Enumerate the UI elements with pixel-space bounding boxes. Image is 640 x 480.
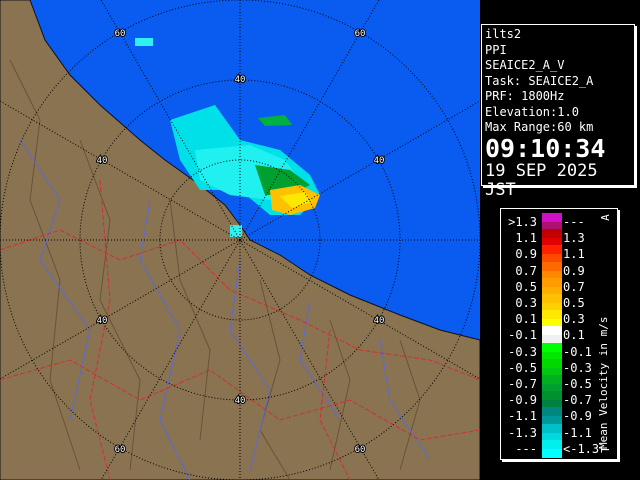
legend-row: -0.3 -0.1 [501, 342, 617, 361]
legend-high-label: 0.9 [563, 263, 585, 278]
legend-low-label: -1.1 [508, 409, 537, 424]
color-swatch [542, 213, 562, 231]
task-name: Task: SEAICE2_A [485, 73, 594, 88]
legend-high-label: 1.1 [563, 247, 585, 262]
legend-low-label: -0.5 [508, 360, 537, 375]
scan-date: 19 SEP 2025 JST [485, 160, 598, 200]
legend-high-label: -0.3 [563, 360, 592, 375]
legend-top-mark: A [598, 214, 612, 221]
legend-row: -1.3 -1.1 [501, 423, 617, 442]
range-label: 60 [355, 29, 366, 39]
legend-low-label: -0.7 [508, 377, 537, 391]
legend-high-label: -1.1 [563, 425, 592, 440]
legend-row: >1.3 --- [501, 213, 617, 231]
color-swatch [542, 439, 562, 458]
color-swatch [542, 294, 562, 312]
legend-high-label: <-1.3 [563, 441, 600, 456]
legend-row: --- <-1.3 [501, 439, 617, 458]
color-swatch [542, 391, 562, 410]
color-swatch [542, 245, 562, 264]
range-label: 40 [97, 156, 108, 166]
color-swatch [542, 261, 562, 280]
scan-type: PPI [485, 42, 507, 57]
legend-row: -0.7 -0.5 [501, 375, 617, 393]
prf: PRF: 1800Hz [485, 89, 565, 103]
color-swatch [542, 358, 562, 377]
legend-title: Mean Velocity in m/s [597, 316, 610, 449]
legend-high-label: -0.1 [563, 344, 592, 359]
legend-low-label: -0.1 [508, 328, 537, 343]
scan-time: 09:10:34 [485, 133, 606, 163]
site-name: ilts2 [485, 27, 522, 41]
legend-row: -0.9 -0.7 [501, 391, 617, 410]
legend-high-label: 0.7 [563, 279, 585, 294]
legend-low-label: 1.1 [515, 231, 537, 246]
legend-high-label: 0.1 [563, 328, 585, 343]
legend-low-label: -0.9 [508, 393, 537, 408]
legend-low-label: -1.3 [508, 425, 537, 440]
color-swatch [542, 423, 562, 442]
color-swatch [542, 407, 562, 426]
max-range: Max Range:60 km [485, 120, 594, 134]
legend-row: 0.5 0.7 [501, 277, 617, 296]
range-label: 40 [235, 396, 246, 406]
elevation: Elevation:1.0 [485, 104, 579, 119]
range-label: 40 [374, 156, 385, 166]
legend-high-label: 0.5 [563, 296, 585, 310]
legend-high-label: -0.9 [563, 409, 592, 424]
legend-high-label: -0.7 [563, 393, 592, 408]
legend-bottom-mark: T [598, 446, 612, 453]
scan-info-panel: ilts2 PPI SEAICE2_A_V Task: SEAICE2_A PR… [481, 24, 635, 199]
legend-row: 0.7 0.9 [501, 261, 617, 280]
range-label: 60 [355, 445, 366, 455]
legend-row: 1.1 1.3 [501, 229, 617, 248]
legend-row: 0.3 0.5 [501, 294, 617, 312]
legend-high-label: --- [563, 215, 585, 229]
product-name: SEAICE2_A_V [485, 58, 565, 72]
radar-ppi-map: 40 40 40 40 40 40 60 60 60 60 [0, 0, 480, 480]
legend-high-label: -0.5 [563, 377, 592, 391]
range-label: 40 [235, 75, 246, 85]
color-swatch [542, 326, 562, 345]
range-label: 40 [374, 316, 385, 326]
legend-row: -0.5 -0.3 [501, 358, 617, 377]
range-label: 60 [115, 445, 126, 455]
range-label: 60 [115, 29, 126, 39]
legend-low-label: 0.1 [515, 312, 537, 327]
color-swatch [542, 310, 562, 329]
echoes [135, 38, 320, 237]
legend-low-label: 0.9 [515, 247, 537, 262]
color-swatch [542, 375, 562, 393]
legend-low-label: -0.3 [508, 344, 537, 359]
legend-row: -0.1 0.1 [501, 326, 617, 345]
legend-low-label: >1.3 [508, 215, 537, 229]
rivers [19, 139, 431, 480]
legend-high-label: 0.3 [563, 312, 585, 327]
legend-low-label: --- [515, 441, 537, 456]
legend-row: -1.1 -0.9 [501, 407, 617, 426]
color-swatch [542, 342, 562, 361]
legend-low-label: 0.7 [515, 263, 537, 278]
color-swatch [542, 229, 562, 248]
legend-low-label: 0.5 [515, 279, 537, 294]
legend-low-label: 0.3 [515, 296, 537, 310]
velocity-legend: >1.3 --- 1.1 1.3 0.9 1.1 0.7 0.9 0.5 0.7 0.3 0.5 0.1… [500, 208, 618, 460]
color-swatch [542, 277, 562, 296]
range-rings [0, 0, 480, 480]
legend-row: 0.9 1.1 [501, 245, 617, 264]
legend-high-label: 1.3 [563, 231, 585, 246]
legend-row: 0.1 0.3 [501, 310, 617, 329]
range-label: 40 [97, 316, 108, 326]
